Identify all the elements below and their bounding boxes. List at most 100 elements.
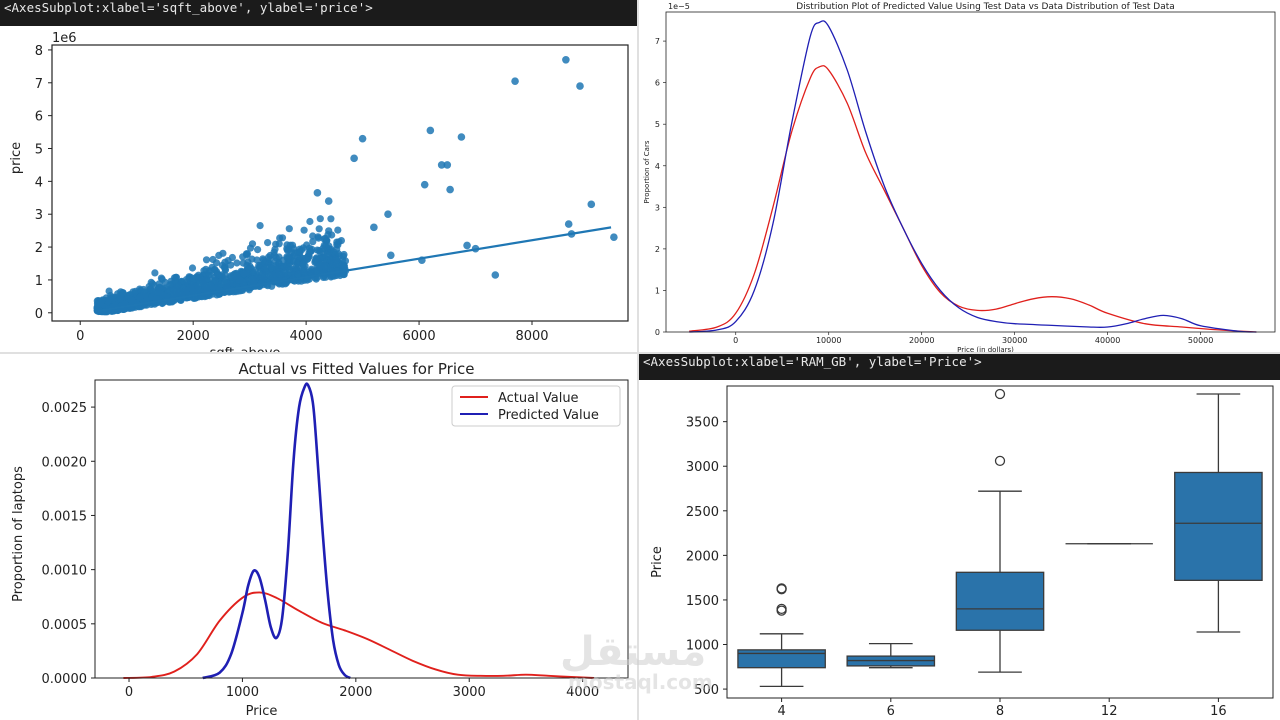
scatter-point [188,264,197,272]
y-tick-label: 3 [655,203,660,212]
x-tick-label: 8 [996,704,1004,719]
plot-frame [94,379,629,679]
scatter-point [233,271,241,280]
scatter-point [358,134,367,143]
scatter-point [233,259,241,267]
scatter-point [306,217,314,226]
x-tick-label: 40000 [1095,336,1120,345]
y-tick-label: 0.0015 [42,509,88,524]
scatter-point [201,281,209,290]
scatter-point [313,189,322,197]
y-tick-label: 1 [35,274,43,289]
y-tick-label: 8 [35,44,43,59]
y-tick-label: 0.0000 [42,672,88,687]
scatter-point [296,248,304,256]
x-tick-label: 4000 [566,685,599,700]
scatter-point [315,225,323,233]
scatter-point [244,264,253,273]
legend-box [451,385,621,427]
scatter-point [564,220,573,228]
x-tick-label: 4000 [290,329,323,344]
y-tick-label: 3500 [686,416,719,431]
series-line-actual [689,65,1257,333]
series-line-predicted [689,20,1257,333]
x-tick-label: 0 [125,685,133,700]
actual-vs-fitted-panel: 0 1000 2000 3000 4000 0.0000 0.0005 0.0010 0.001… [0,354,637,720]
scatter-point [576,82,584,90]
axes-repr-text: <AxesSubplot:xlabel='RAM_GB', ylabel='Pr… [639,354,1280,380]
scatter-point [248,275,256,283]
scatter-point [244,258,252,266]
x-tick-label: 20000 [909,336,934,345]
legend-entry: Actual Value [498,391,579,406]
series-line-predicted-value [202,382,351,680]
scatter-point [211,276,219,284]
scatter-point [215,251,223,259]
scatter-point [443,161,452,169]
scatter-point [170,290,178,298]
plot-frame [51,44,629,322]
y-tick-label: 4 [35,175,43,190]
y-tick-label: 1 [655,286,660,295]
y-tick-label: 3 [35,208,43,223]
scatter-point [242,251,251,259]
x-tick-label: 3000 [453,685,486,700]
scatter-point [587,200,596,209]
scatter-point [327,215,335,223]
y-axis-label: Proportion of Cars [643,140,651,203]
chart-title: Distribution Plot of Predicted Value Usi… [796,2,1175,12]
scatter-points [93,55,618,316]
scatter-point [384,210,392,219]
panel-divider-vertical [637,0,639,720]
x-tick-label: 6000 [403,329,436,344]
scatter-point [334,226,342,234]
y-tick-label: 0.0020 [42,455,88,470]
scatter-point [258,273,266,281]
scatter-point [240,270,248,278]
x-tick-label: 12 [1101,704,1118,719]
x-axis-label: Price [246,704,278,719]
legend-entry: Predicted Value [498,408,599,423]
scatter-point [97,299,105,307]
watermark-arabic: مستقل [560,629,707,675]
x-tick-label: 2000 [177,329,210,344]
x-tick-label: 0 [733,336,738,345]
scatter-point [298,260,307,268]
x-tick-label: 0 [76,329,84,344]
scatter-point [194,286,203,294]
box-flier [776,583,787,594]
y-axis-label: price [9,142,24,174]
scatter-point [330,248,338,256]
scatter-point [265,253,273,261]
y-tick-label: 4 [655,162,660,171]
scatter-point [278,234,287,242]
y-tick-label: 2 [655,245,660,254]
scatter-point [324,231,332,239]
scatter-point [437,161,446,169]
y-tick-label: 1500 [686,594,719,609]
scatter-point [610,233,618,242]
scatter-point [221,265,229,273]
scatter-point [260,264,268,272]
scatter-point [174,281,182,289]
scatter-point [202,256,211,264]
scatter-point [315,234,323,242]
plot-frame [665,11,1276,333]
y-tick-label: 2 [35,241,43,256]
scatter-point [387,251,395,260]
distribution-panel: 0 10000 20000 30000 40000 50000 0 1 2 3 4 5 6 7 1e−5 Di… [639,0,1280,352]
scatter-point [562,55,570,64]
scatter-panel: <AxesSubplot:xlabel='sqft_above', ylabel… [0,0,637,352]
distribution-chart: 0 10000 20000 30000 40000 50000 0 1 2 3 4 5 6 7 1e−5 Di… [643,2,1276,352]
y-tick-label: 2000 [686,549,719,564]
x-tick-label: 4 [777,704,785,719]
x-tick-label: 6 [887,704,895,719]
scatter-point [202,265,210,273]
x-tick-label: 30000 [1002,336,1027,345]
plot-frame [726,385,1274,699]
scatter-point [511,77,519,85]
x-tick-label: 2000 [339,685,372,700]
panel-divider-horizontal [0,352,1280,354]
series-line-actual-value [123,591,595,679]
scatter-point [266,272,274,280]
